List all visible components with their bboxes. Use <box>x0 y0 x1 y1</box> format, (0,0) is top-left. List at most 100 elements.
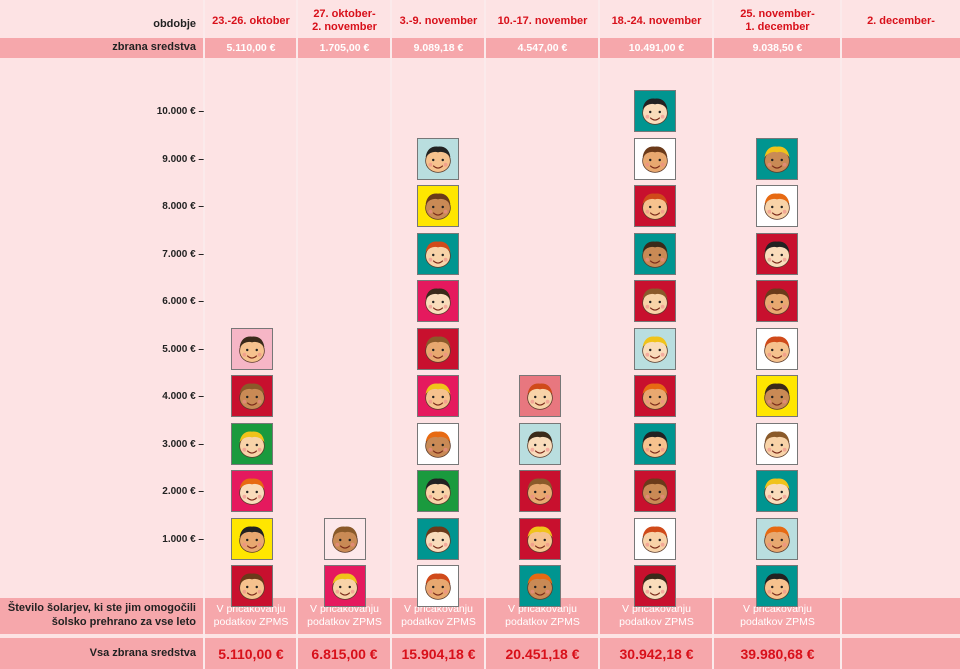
child-face-icon <box>324 565 366 607</box>
child-face-icon <box>634 185 676 227</box>
child-face-icon <box>756 232 798 275</box>
child-face-icon <box>519 565 561 607</box>
child-face-icon <box>231 375 273 417</box>
child-face-icon <box>519 470 561 512</box>
period-line-1: 10.-17. november <box>497 14 588 27</box>
child-face-icon <box>519 375 561 417</box>
period-line-1: 23.-26. oktober <box>212 14 290 27</box>
collected-amount: 1.705,00 € <box>319 42 370 54</box>
total-band <box>0 638 960 669</box>
child-face-icon <box>417 185 459 227</box>
period-header: 27. oktober- 2. november <box>298 4 391 38</box>
total-amount: 6.815,00 € <box>311 646 378 662</box>
pupils-note-line-2: podatkov ZPMS <box>307 616 382 628</box>
child-face-icon <box>634 470 676 512</box>
child-face-icon <box>634 517 676 560</box>
child-face-icon <box>417 517 459 560</box>
period-header: 23.-26. oktober <box>205 4 297 38</box>
pupils-note-line-2: podatkov ZPMS <box>505 616 580 628</box>
pupils-label-line-1: Število šolarjev, ki ste jim omogočili <box>7 602 196 614</box>
collected-label: zbrana sredstva <box>112 41 196 53</box>
y-tick-label: 4.000 € – <box>162 391 204 403</box>
y-tick-label: 2.000 € – <box>162 486 204 498</box>
child-face-icon <box>417 280 459 322</box>
column-separator <box>390 0 392 669</box>
child-face-icon <box>417 470 459 512</box>
column-separator <box>598 0 600 669</box>
period-header: 18.-24. november <box>600 4 713 38</box>
collected-band <box>0 38 960 58</box>
y-tick-label: 10.000 € – <box>156 106 204 117</box>
child-face-icon <box>634 375 676 417</box>
child-face-icon <box>417 327 459 370</box>
child-face-icon <box>231 470 273 512</box>
y-tick-label: 5.000 € – <box>162 343 204 355</box>
collected-amount: 5.110,00 € <box>226 42 276 54</box>
child-face-icon <box>634 422 676 465</box>
period-line-2: 2. november <box>312 21 377 33</box>
child-face-icon <box>231 517 273 560</box>
child-face-icon <box>417 422 459 465</box>
child-face-icon <box>756 422 798 465</box>
total-label: Vsa zbrana sredstva <box>89 647 196 659</box>
y-tick-label: 7.000 € – <box>162 248 204 260</box>
child-face-icon <box>756 517 798 560</box>
column-separator <box>712 0 714 669</box>
child-face-icon <box>231 327 273 370</box>
child-face-icon <box>756 327 798 370</box>
child-face-icon <box>519 422 561 465</box>
total-amount <box>842 640 960 668</box>
period-line-1: 2. december- <box>867 14 935 27</box>
period-header: 25. november- 1. december <box>714 4 841 38</box>
period-line-2: 1. december <box>745 21 810 33</box>
child-face-icon <box>324 517 366 560</box>
pupils-note-line-2: podatkov ZPMS <box>619 616 694 628</box>
child-face-icon <box>417 137 459 180</box>
column-separator <box>484 0 486 669</box>
total-amount: 30.942,18 € <box>619 646 694 662</box>
y-tick-label: 9.000 € – <box>162 153 204 165</box>
child-face-icon <box>519 517 561 560</box>
period-line-1: 25. november- <box>740 8 815 20</box>
column-separator <box>203 0 205 669</box>
total-amount: 20.451,18 € <box>505 646 580 662</box>
pupils-label-line-2: šolsko prehrano za vse leto <box>51 616 196 628</box>
pupils-note-line-2: podatkov ZPMS <box>213 616 289 628</box>
collected-amount: 9.038,50 € <box>752 42 803 54</box>
child-face-icon <box>231 422 273 465</box>
pupils-band <box>0 598 960 634</box>
child-face-icon <box>634 137 676 180</box>
child-face-icon <box>756 185 798 227</box>
child-face-icon <box>231 565 273 607</box>
child-face-icon <box>634 565 676 607</box>
total-amount: 39.980,68 € <box>740 646 815 662</box>
column-separator <box>840 0 842 669</box>
child-face-icon <box>417 375 459 417</box>
collected-amount <box>842 38 960 58</box>
y-tick-label: 1.000 € – <box>162 534 204 545</box>
child-face-icon <box>634 327 676 370</box>
child-face-icon <box>634 232 676 275</box>
pupils-note-line-2: podatkov ZPMS <box>740 616 815 628</box>
period-header: 2. december- <box>842 4 960 38</box>
child-face-icon <box>634 90 676 132</box>
period-line-1: 3.-9. november <box>399 14 478 27</box>
child-face-icon <box>756 375 798 417</box>
total-amount: 5.110,00 € <box>218 646 284 662</box>
period-label: obdobje <box>153 18 196 30</box>
collected-amount: 4.547,00 € <box>517 42 568 54</box>
child-face-icon <box>756 470 798 512</box>
child-face-icon <box>634 280 676 322</box>
period-header: 10.-17. november <box>486 4 599 38</box>
child-face-icon <box>417 232 459 275</box>
y-tick-label: 3.000 € – <box>162 438 204 450</box>
collected-amount: 9.089,18 € <box>413 42 464 54</box>
y-tick-label: 6.000 € – <box>162 296 204 308</box>
child-face-icon <box>756 565 798 607</box>
column-separator <box>296 0 298 669</box>
pupils-note-line-2: podatkov ZPMS <box>401 616 476 628</box>
pupils-label: Število šolarjev, ki ste jim omogočili š… <box>0 601 200 629</box>
period-line-1: 27. oktober- <box>313 8 376 20</box>
total-amount: 15.904,18 € <box>401 646 476 662</box>
child-face-icon <box>756 280 798 322</box>
